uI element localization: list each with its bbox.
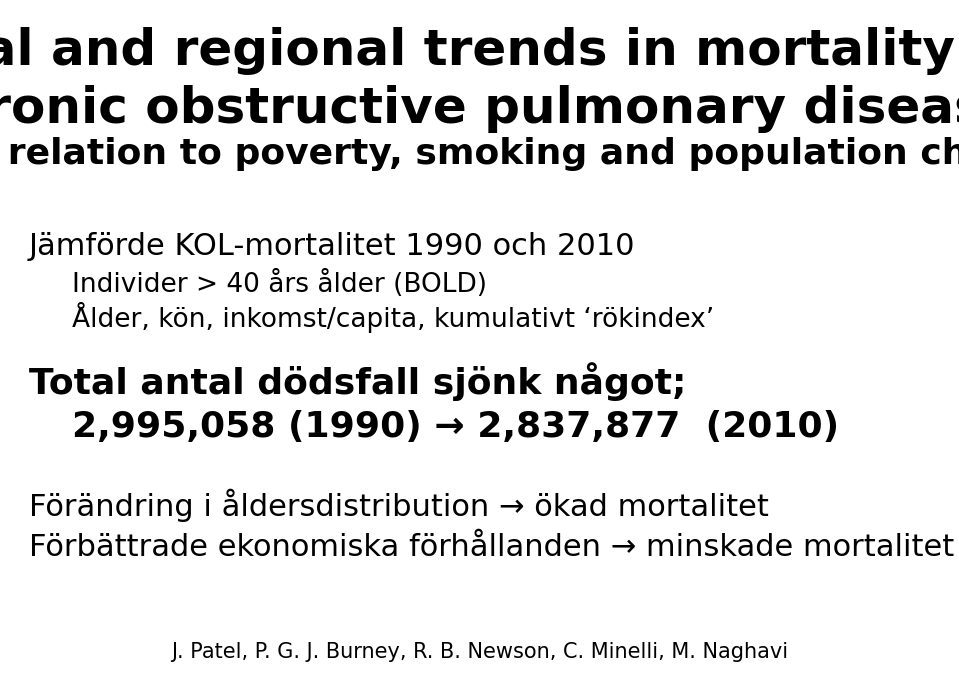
Text: Global and regional trends in mortality from: Global and regional trends in mortality … — [0, 27, 959, 75]
Text: 2,995,058 (1990) → 2,837,877  (2010): 2,995,058 (1990) → 2,837,877 (2010) — [72, 410, 839, 444]
Text: Förbättrade ekonomiska förhållanden → minskade mortalitet: Förbättrade ekonomiska förhållanden → mi… — [29, 533, 954, 561]
Text: J. Patel, P. G. J. Burney, R. B. Newson, C. Minelli, M. Naghavi: J. Patel, P. G. J. Burney, R. B. Newson,… — [171, 642, 788, 662]
Text: Jämförde KOL-mortalitet 1990 och 2010: Jämförde KOL-mortalitet 1990 och 2010 — [29, 232, 635, 261]
Text: Their relation to poverty, smoking and population change: Their relation to poverty, smoking and p… — [0, 137, 959, 171]
Text: chronic obstructive pulmonary disease:: chronic obstructive pulmonary disease: — [0, 85, 959, 133]
Text: Individer > 40 års ålder (BOLD): Individer > 40 års ålder (BOLD) — [72, 270, 487, 298]
Text: Ålder, kön, inkomst/capita, kumulativt ‘rökindex’: Ålder, kön, inkomst/capita, kumulativt ‘… — [72, 302, 714, 333]
Text: Total antal dödsfall sjönk något;: Total antal dödsfall sjönk något; — [29, 362, 686, 401]
Text: Förändring i åldersdistribution → ökad mortalitet: Förändring i åldersdistribution → ökad m… — [29, 488, 769, 522]
